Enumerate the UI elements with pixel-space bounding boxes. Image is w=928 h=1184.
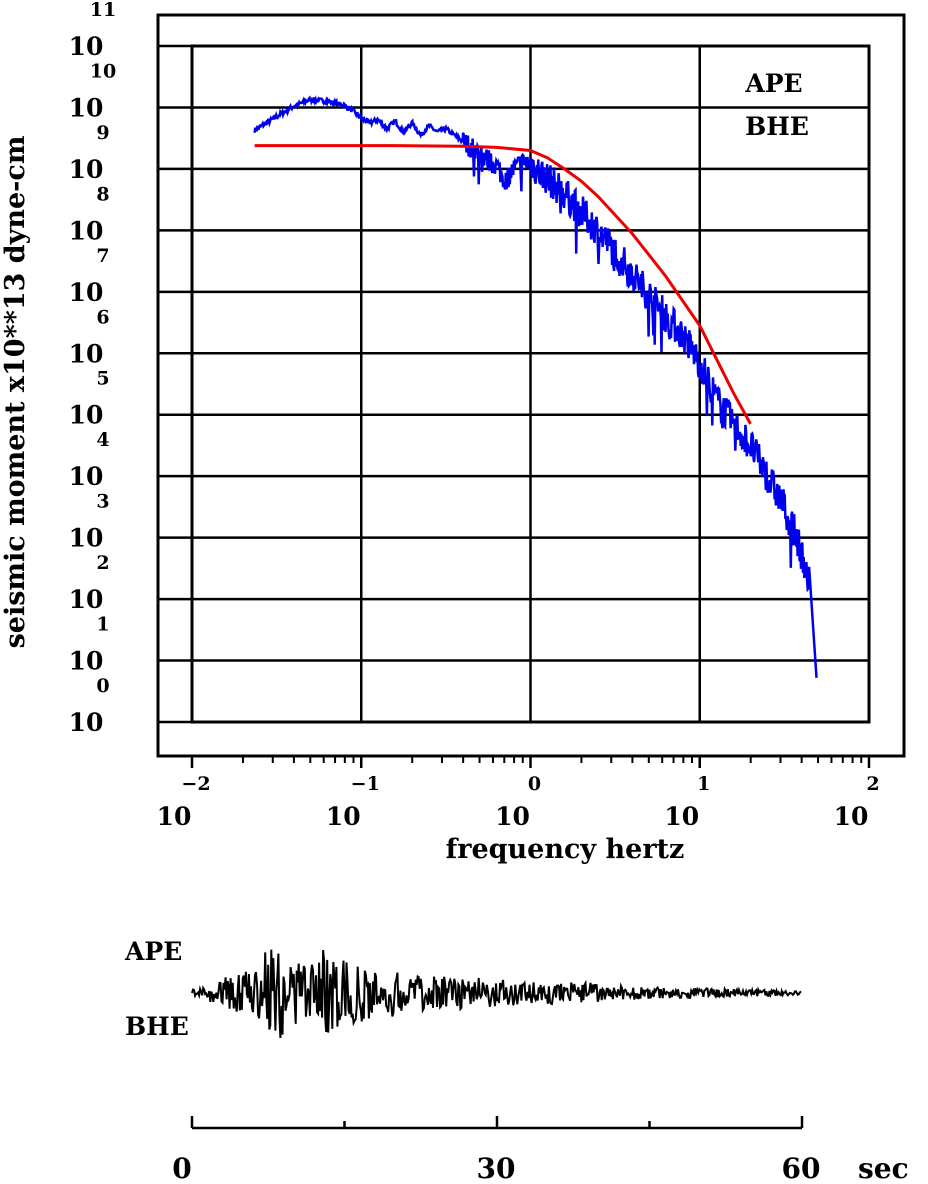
time-tick-label-30: 30: [477, 1152, 516, 1184]
trace-channel-label: BHE: [125, 1012, 189, 1041]
y-tick-exponent: 7: [96, 245, 109, 267]
y-tick-label: 10: [69, 524, 104, 553]
x-tick-exponent: −2: [181, 773, 210, 795]
y-tick-label: 10: [69, 93, 104, 122]
y-tick-exponent: 11: [90, 0, 116, 21]
y-tick-exponent: 8: [96, 183, 109, 205]
x-tick-label: 10: [834, 802, 869, 831]
y-tick-label: 10: [69, 278, 104, 307]
y-tick-label: 10: [69, 708, 104, 737]
y-tick-label: 10: [69, 585, 104, 614]
waveform-trace: APE BHE 0 30 60 sec: [124, 937, 909, 1184]
x-tick-labels: 10 −2 10 −1 10 0 10 1 10 2: [157, 773, 880, 831]
time-axis-ticks: [190, 1116, 804, 1128]
y-tick-exponent: 3: [96, 491, 109, 513]
y-tick-exponent: 4: [96, 429, 109, 451]
x-tick-exponent: 2: [866, 773, 879, 795]
y-tick-exponent: 10: [90, 60, 116, 82]
x-tick-label: 10: [664, 802, 699, 831]
y-tick-exponent: 6: [96, 306, 109, 328]
y-tick-label: 10: [69, 401, 104, 430]
x-tick-label: 10: [157, 802, 192, 831]
series-waveform: [191, 949, 802, 1039]
legend-channel: BHE: [745, 112, 809, 141]
series-model-spectrum: [254, 144, 752, 425]
grid-lines: [192, 46, 869, 722]
y-axis-title: seismic moment x10**13 dyne-cm: [0, 136, 31, 649]
y-tick-label: 10: [69, 339, 104, 368]
y-tick-exponent: 0: [96, 675, 109, 697]
y-tick-label: 10: [69, 155, 104, 184]
x-tick-exponent: −1: [351, 773, 380, 795]
time-axis-unit: sec: [858, 1152, 909, 1184]
y-tick-exponent: 2: [96, 552, 109, 574]
time-tick-label-60: 60: [782, 1152, 821, 1184]
y-tick-label: 10: [69, 462, 104, 491]
y-tick-exponent: 5: [96, 368, 109, 390]
x-tick-exponent: 1: [697, 773, 710, 795]
legend-station: APE: [744, 69, 802, 98]
x-tick-exponent: 0: [528, 773, 541, 795]
x-axis-title: frequency hertz: [446, 834, 685, 865]
plot-area: [190, 44, 871, 724]
y-tick-exponent: 9: [96, 122, 109, 144]
y-tick-label: 10: [69, 647, 104, 676]
time-tick-label-0: 0: [172, 1152, 191, 1184]
x-tick-label: 10: [495, 802, 530, 831]
y-tick-label: 10: [69, 216, 104, 245]
trace-station-label: APE: [124, 937, 182, 966]
x-tick-label: 10: [326, 802, 361, 831]
y-tick-label: 10: [69, 32, 104, 61]
y-tick-exponent: 1: [96, 614, 109, 636]
axis-ticks: [158, 44, 871, 768]
series-observed-spectrum: [253, 95, 818, 678]
